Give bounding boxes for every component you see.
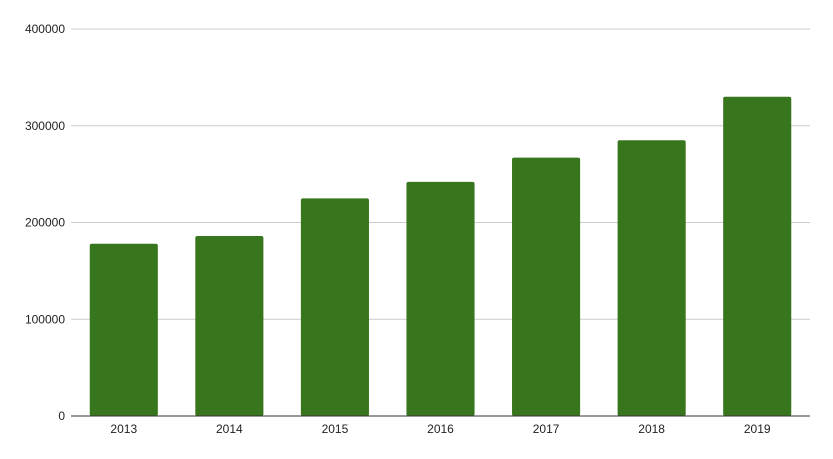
bar-2015 <box>300 198 369 416</box>
y-tick-label: 0 <box>58 409 65 423</box>
y-tick-label: 300000 <box>25 119 65 133</box>
y-axis-tick-labels: 0 100000 200000 300000 400000 <box>25 22 65 423</box>
x-tick-label: 2019 <box>744 422 771 436</box>
y-tick-label: 200000 <box>25 216 65 230</box>
bar-2019 <box>723 96 792 416</box>
bar-2013 <box>89 243 158 416</box>
x-tick-label: 2016 <box>427 422 454 436</box>
x-axis-tick-labels: 2013 2014 2015 2016 2017 2018 2019 <box>110 422 770 436</box>
y-tick-label: 100000 <box>25 312 65 326</box>
x-tick-label: 2014 <box>216 422 243 436</box>
bar-2014 <box>195 236 264 416</box>
bar-2018 <box>617 140 686 416</box>
bar-2017 <box>512 157 581 417</box>
x-tick-label: 2018 <box>638 422 665 436</box>
x-tick-label: 2017 <box>533 422 560 436</box>
x-tick-label: 2013 <box>110 422 137 436</box>
x-tick-label: 2015 <box>322 422 349 436</box>
bars <box>89 96 792 417</box>
y-tick-label: 400000 <box>25 22 65 36</box>
bar-2016 <box>406 181 475 416</box>
